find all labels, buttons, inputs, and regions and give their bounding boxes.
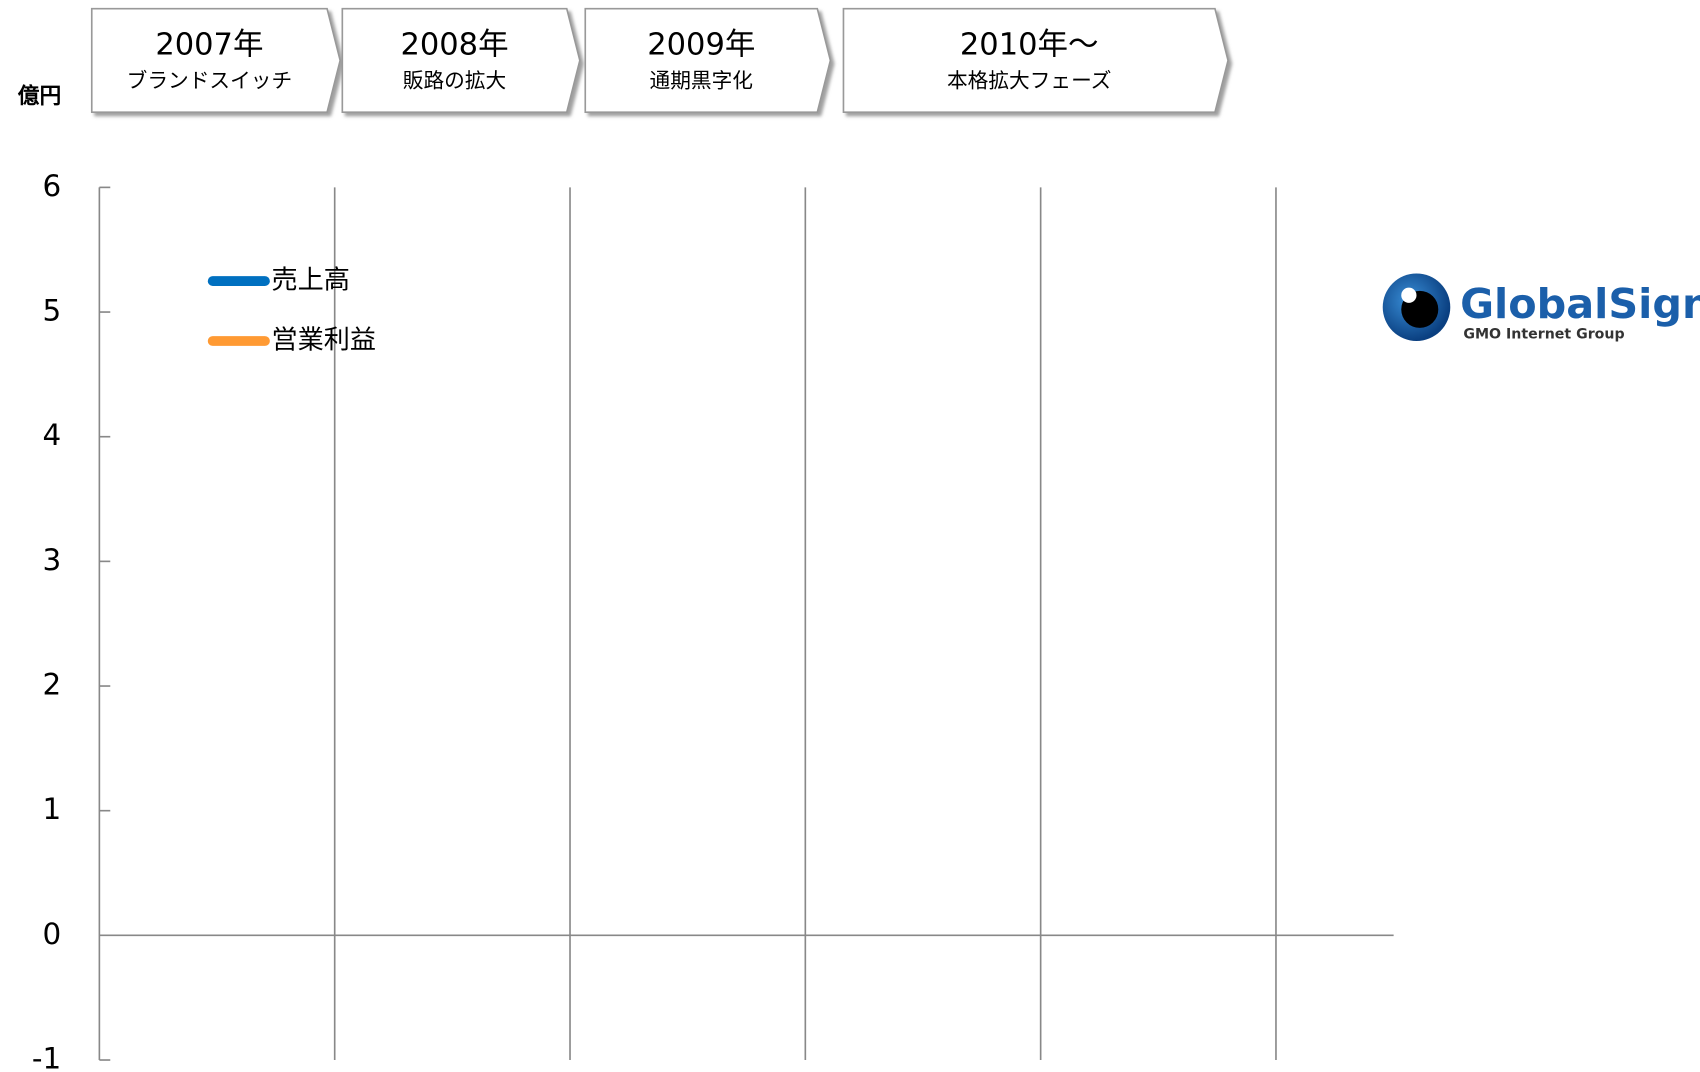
- unit-label: 億円: [18, 83, 62, 109]
- phase-year: 2008年: [400, 27, 508, 62]
- phase-year: 2007年: [155, 27, 263, 62]
- phase-label: 販路の拡大: [403, 69, 506, 93]
- logo-highlight: [1401, 287, 1417, 303]
- phase-year: 2009年: [647, 27, 755, 62]
- y-tick-label: -1: [32, 1042, 61, 1072]
- phase-chevron: [842, 7, 1229, 114]
- phase-label: ブランドスイッチ: [127, 69, 293, 93]
- phase-label: 本格拡大フェーズ: [947, 69, 1111, 93]
- phase-year: 2010年〜: [960, 27, 1099, 62]
- logo-name: GlobalSign: [1460, 280, 1700, 328]
- y-tick-label: 1: [43, 792, 62, 826]
- y-tick-label: 0: [43, 917, 62, 951]
- logo: GlobalSign GMO Internet Group: [1382, 273, 1700, 342]
- phase-chevron: [90, 7, 341, 114]
- legend-label: 営業利益: [272, 325, 376, 355]
- phase-chevron: [341, 7, 581, 114]
- y-tick-label: 6: [43, 169, 62, 203]
- y-tick-label: 5: [43, 294, 62, 328]
- y-tick-label: 4: [43, 418, 62, 452]
- y-tick-label: 2: [43, 668, 62, 702]
- phase-label: 通期黒字化: [650, 69, 753, 93]
- phase-chevron: [584, 7, 832, 114]
- logo-sub: GMO Internet Group: [1463, 326, 1624, 342]
- y-tick-label: 3: [43, 543, 62, 577]
- legend-label: 売上高: [272, 266, 350, 296]
